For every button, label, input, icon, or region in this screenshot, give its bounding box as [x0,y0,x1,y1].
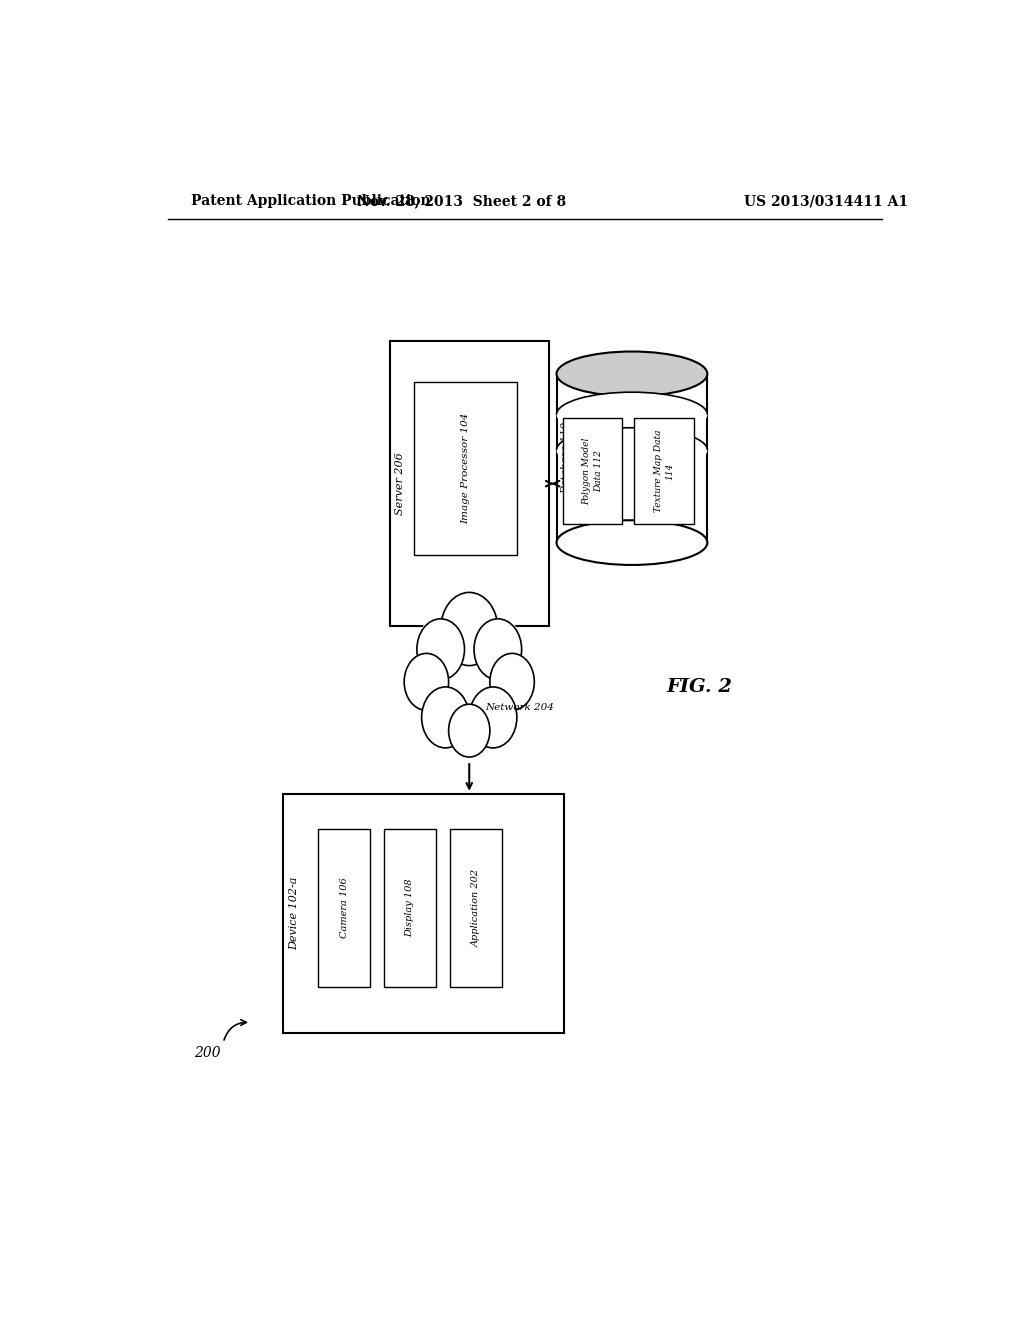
Text: Image Processor 104: Image Processor 104 [461,413,470,524]
Text: Nov. 28, 2013  Sheet 2 of 8: Nov. 28, 2013 Sheet 2 of 8 [356,194,566,209]
Circle shape [474,619,521,680]
Text: Camera 106: Camera 106 [340,878,349,939]
Bar [557,374,708,543]
Text: FIG. 2: FIG. 2 [667,678,732,696]
Bar [390,342,549,626]
Circle shape [422,686,469,748]
Ellipse shape [557,351,708,396]
Circle shape [469,686,517,748]
Text: US 2013/0314411 A1: US 2013/0314411 A1 [744,194,908,209]
Bar [283,793,564,1032]
Text: Database 110: Database 110 [561,422,570,494]
Circle shape [417,619,465,680]
Text: Patent Application Publication: Patent Application Publication [191,194,431,209]
Ellipse shape [406,601,532,763]
Text: Polygon Model
Data 112: Polygon Model Data 112 [583,437,603,504]
Text: Network 204: Network 204 [485,702,554,711]
Bar [634,417,694,524]
Text: Texture Map Data
114: Texture Map Data 114 [654,430,674,512]
Circle shape [404,653,449,710]
Text: Device 102-a: Device 102-a [289,876,299,950]
Bar [384,829,436,987]
Bar [563,417,623,524]
Circle shape [440,593,498,665]
Ellipse shape [557,428,708,473]
Bar [451,829,502,987]
Ellipse shape [557,392,708,437]
Bar [318,829,370,987]
Circle shape [489,653,535,710]
Text: Application 202: Application 202 [471,869,480,946]
Text: 200: 200 [194,1045,221,1060]
Text: Server 206: Server 206 [395,453,406,515]
Circle shape [449,704,489,758]
Bar [414,381,517,554]
Text: Display 108: Display 108 [406,879,415,937]
Ellipse shape [557,520,708,565]
